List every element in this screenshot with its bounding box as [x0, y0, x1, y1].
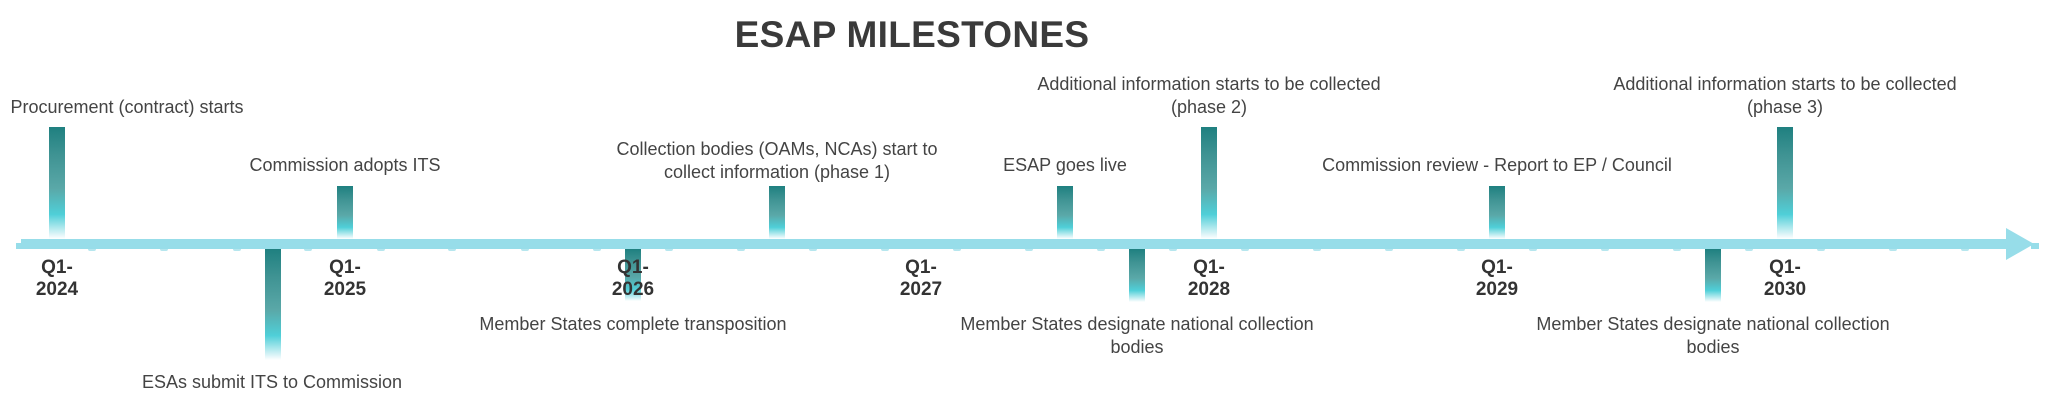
milestone-label-transposition: Member States complete transposition: [479, 313, 786, 336]
milestone-bar-phase-3: [1777, 127, 1793, 239]
year-text: 2027: [899, 279, 943, 300]
quarter-tick: [665, 248, 673, 251]
milestone-bar-collection-phase-1: [769, 186, 785, 239]
milestone-label-procurement: Procurement (contract) starts: [10, 96, 243, 119]
year-label-2028: Q1- 2028: [1169, 257, 1249, 301]
milestone-label-collection-phase-1: Collection bodies (OAMs, NCAs) start to …: [616, 138, 937, 184]
timeline-axis: [21, 239, 2011, 249]
quarter-tick: [737, 248, 745, 251]
milestone-bar-commission-review: [1489, 186, 1505, 239]
milestone-bar-procurement: [49, 127, 65, 239]
quarter-tick: [1961, 248, 1969, 251]
quarter-text: Q1-: [1481, 257, 1513, 278]
quarter-tick: [881, 248, 889, 251]
quarter-tick: [1025, 248, 1033, 251]
label-line: ESAP goes live: [1003, 155, 1127, 175]
milestone-bar-designate-2: [1705, 249, 1721, 302]
year-label-2025: Q1- 2025: [305, 257, 385, 301]
quarter-tick: [448, 248, 456, 251]
milestone-label-esap-goes-live: ESAP goes live: [1003, 154, 1127, 177]
quarter-tick: [953, 248, 961, 251]
milestone-bar-transposition: [625, 249, 641, 301]
quarter-text: Q1-: [617, 257, 649, 278]
year-text: 2025: [323, 279, 367, 300]
quarter-tick: [1097, 248, 1105, 251]
quarter-tick: [1601, 248, 1609, 251]
arrow-right-icon: [2006, 228, 2034, 260]
milestone-label-commission-review: Commission review - Report to EP / Counc…: [1322, 154, 1672, 177]
quarter-tick: [160, 248, 168, 251]
quarter-tick: [1817, 248, 1825, 251]
label-line: ESAs submit ITS to Commission: [141, 372, 403, 392]
quarter-text: Q1-: [905, 257, 937, 278]
year-label-2024: Q1- 2024: [17, 257, 97, 301]
year-label-2029: Q1- 2029: [1457, 257, 1537, 301]
milestone-bar-phase-2: [1201, 127, 1217, 239]
quarter-tick: [1529, 248, 1537, 251]
axis-end-cap: [2031, 243, 2039, 249]
axis-start-cap: [16, 243, 24, 249]
quarter-tick: [233, 248, 241, 251]
quarter-text: Q1-: [1193, 257, 1225, 278]
label-line: Commission adopts ITS: [249, 155, 441, 175]
quarter-tick: [1241, 248, 1249, 251]
milestone-bar-designate-1: [1129, 249, 1145, 302]
quarter-tick: [88, 248, 96, 251]
milestone-label-designate-2: Member States designate national collect…: [1536, 313, 1889, 359]
label-line: Additional information starts to be coll…: [1613, 74, 1957, 94]
label-line: Member States designate national collect…: [960, 314, 1314, 334]
quarter-tick: [809, 248, 817, 251]
year-text: 2029: [1475, 279, 1519, 300]
label-line: bodies: [1686, 337, 1740, 357]
year-label-2027: Q1- 2027: [881, 257, 961, 301]
quarter-tick: [304, 248, 312, 251]
quarter-tick: [1745, 248, 1753, 251]
label-line: Member States complete transposition: [479, 314, 787, 334]
quarter-tick: [1673, 248, 1681, 251]
milestone-bar-esas-submit-its: [265, 249, 281, 360]
quarter-tick: [593, 248, 601, 251]
label-line: (phase 3): [1746, 97, 1824, 117]
label-line: Additional information starts to be coll…: [1037, 74, 1381, 94]
quarter-text: Q1-: [41, 257, 73, 278]
quarter-tick: [1169, 248, 1177, 251]
quarter-tick: [1457, 248, 1465, 251]
milestone-label-phase-3: Additional information starts to be coll…: [1613, 73, 1956, 119]
year-label-2030: Q1- 2030: [1745, 257, 1825, 301]
quarter-text: Q1-: [1769, 257, 1801, 278]
quarter-text: Q1-: [329, 257, 361, 278]
year-text: 2024: [35, 279, 79, 300]
milestone-label-esas-submit-its: ESAs submit ITS to Commission: [142, 371, 402, 394]
label-line: Procurement (contract) starts: [10, 97, 244, 117]
page-title: ESAP MILESTONES: [734, 14, 1090, 55]
milestone-bar-esap-goes-live: [1057, 186, 1073, 239]
label-line: (phase 2): [1170, 97, 1248, 117]
quarter-tick: [1385, 248, 1393, 251]
milestone-label-commission-adopts-its: Commission adopts ITS: [249, 154, 440, 177]
label-line: collect information (phase 1): [663, 162, 891, 182]
quarter-tick: [377, 248, 385, 251]
quarter-tick: [1313, 248, 1321, 251]
year-text: 2030: [1763, 279, 1807, 300]
label-line: Commission review - Report to EP / Counc…: [1322, 155, 1672, 175]
label-line: Collection bodies (OAMs, NCAs) start to: [616, 139, 938, 159]
milestone-bar-commission-adopts-its: [337, 186, 353, 239]
year-label-2026: Q1- 2026: [593, 257, 673, 301]
label-line: bodies: [1110, 337, 1164, 357]
label-line: Member States designate national collect…: [1536, 314, 1890, 334]
quarter-tick: [521, 248, 529, 251]
milestone-label-designate-1: Member States designate national collect…: [960, 313, 1313, 359]
year-text: 2028: [1187, 279, 1231, 300]
quarter-tick: [1889, 248, 1897, 251]
milestone-label-phase-2: Additional information starts to be coll…: [1037, 73, 1380, 119]
year-text: 2026: [611, 279, 655, 300]
